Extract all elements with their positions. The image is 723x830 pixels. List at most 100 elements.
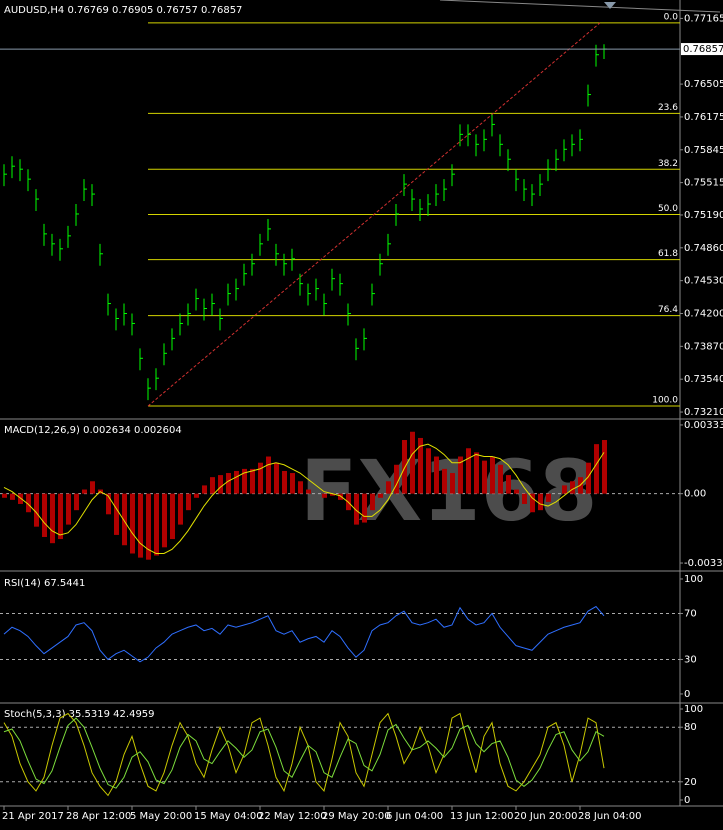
histogram-bar [330, 493, 335, 496]
histogram-bar [594, 444, 599, 494]
histogram-bar [394, 464, 399, 494]
y-tick-label: 0.73210 [684, 407, 723, 418]
y-tick-label: 100 [684, 574, 703, 585]
fib-label: 0.0 [664, 12, 679, 22]
histogram-bar [426, 448, 431, 494]
histogram-bar [514, 489, 519, 494]
histogram-bar [82, 489, 87, 494]
histogram-bar [434, 456, 439, 494]
histogram-bar [258, 462, 263, 494]
histogram-bar [458, 456, 463, 494]
y-tick-label: 0.74530 [684, 276, 723, 287]
histogram-bar [162, 493, 167, 548]
histogram-bar [74, 493, 79, 511]
histogram-bar [498, 464, 503, 494]
signal-line [3, 443, 605, 554]
histogram-bar [138, 493, 143, 558]
y-tick-label: 20 [684, 777, 697, 788]
shift-marker [604, 2, 616, 9]
last-price-label: 0.76857 [683, 44, 723, 55]
watermark: FX168 [300, 442, 598, 540]
histogram-bar [226, 473, 231, 494]
indicator-line [3, 717, 605, 789]
histogram-bar [170, 493, 175, 540]
panel-title: Stoch(5,3,3) 35.5319 42.4959 [4, 709, 155, 720]
histogram-bar [154, 493, 159, 556]
histogram-bar [234, 470, 239, 494]
y-tick-label: 0.76505 [684, 79, 723, 90]
x-tick-label: 20 Jun 20:00 [514, 811, 578, 822]
histogram-bar [218, 475, 223, 494]
histogram-bar [58, 493, 63, 540]
histogram-bar [10, 493, 15, 500]
y-tick-label: 0 [684, 795, 690, 806]
histogram-bar [298, 481, 303, 494]
histogram-bar [50, 493, 55, 544]
histogram-bar [338, 493, 343, 500]
x-tick-label: 28 Apr 12:00 [66, 811, 131, 822]
y-tick-label: 70 [684, 608, 697, 619]
y-tick-label: 0.77165 [684, 13, 723, 24]
y-tick-label: 30 [684, 654, 697, 665]
histogram-bar [402, 440, 407, 494]
y-tick-label: 0.73540 [684, 374, 723, 385]
fib-label: 100.0 [652, 396, 678, 406]
y-tick-label: 0.73870 [684, 341, 723, 352]
histogram-bar [506, 475, 511, 494]
histogram-bar [122, 493, 127, 546]
histogram-bar [274, 462, 279, 494]
x-tick-label: 22 May 12:00 [258, 811, 327, 822]
x-tick-label: 6 Jun 04:00 [386, 811, 443, 822]
indicator-line [3, 605, 605, 663]
histogram-bar [306, 489, 311, 494]
histogram-bar [538, 493, 543, 511]
histogram-bar [362, 493, 367, 523]
fib-label: 50.0 [658, 204, 678, 214]
histogram-bar [178, 493, 183, 525]
y-tick-label: 0.00 [684, 489, 706, 500]
histogram-bar [66, 493, 71, 525]
histogram-bar [266, 456, 271, 494]
histogram-bar [602, 440, 607, 494]
y-tick-label: 0 [684, 689, 690, 700]
y-tick-label: -0.003362 [684, 558, 723, 569]
histogram-bar [146, 493, 151, 560]
y-tick-label: 100 [684, 704, 703, 715]
histogram-bar [106, 493, 111, 515]
histogram-bar [130, 493, 135, 554]
y-tick-label: 0.76175 [684, 112, 723, 123]
histogram-bar [354, 493, 359, 525]
x-tick-label: 15 May 04:00 [194, 811, 263, 822]
histogram-bar [114, 493, 119, 535]
histogram-bar [282, 470, 287, 494]
x-tick-label: 29 May 20:00 [322, 811, 391, 822]
fib-label: 38.2 [658, 159, 678, 169]
y-tick-label: 0.74200 [684, 309, 723, 320]
histogram-bar [386, 481, 391, 494]
histogram-bar [442, 468, 447, 494]
histogram-bar [474, 452, 479, 494]
histogram-bar [26, 493, 31, 513]
y-tick-label: 0.75515 [684, 178, 723, 189]
histogram-bar [34, 493, 39, 527]
histogram-bar [586, 462, 591, 494]
x-tick-label: 5 May 20:00 [130, 811, 192, 822]
fib-label: 76.4 [658, 305, 678, 315]
fib-trend [147, 22, 601, 407]
histogram-bar [466, 448, 471, 494]
histogram-bar [2, 493, 7, 498]
histogram-bar [202, 485, 207, 494]
histogram-bar [490, 456, 495, 494]
histogram-bar [194, 493, 199, 498]
histogram-bar [450, 473, 455, 494]
x-tick-label: 21 Apr 2017 [2, 811, 64, 822]
histogram-bar [290, 473, 295, 494]
histogram-bar [522, 493, 527, 504]
indicator-line [3, 712, 605, 797]
histogram-bar [546, 493, 551, 502]
panel-title: AUDUSD,H4 0.76769 0.76905 0.76757 0.7685… [4, 5, 242, 16]
histogram-bar [322, 493, 327, 498]
